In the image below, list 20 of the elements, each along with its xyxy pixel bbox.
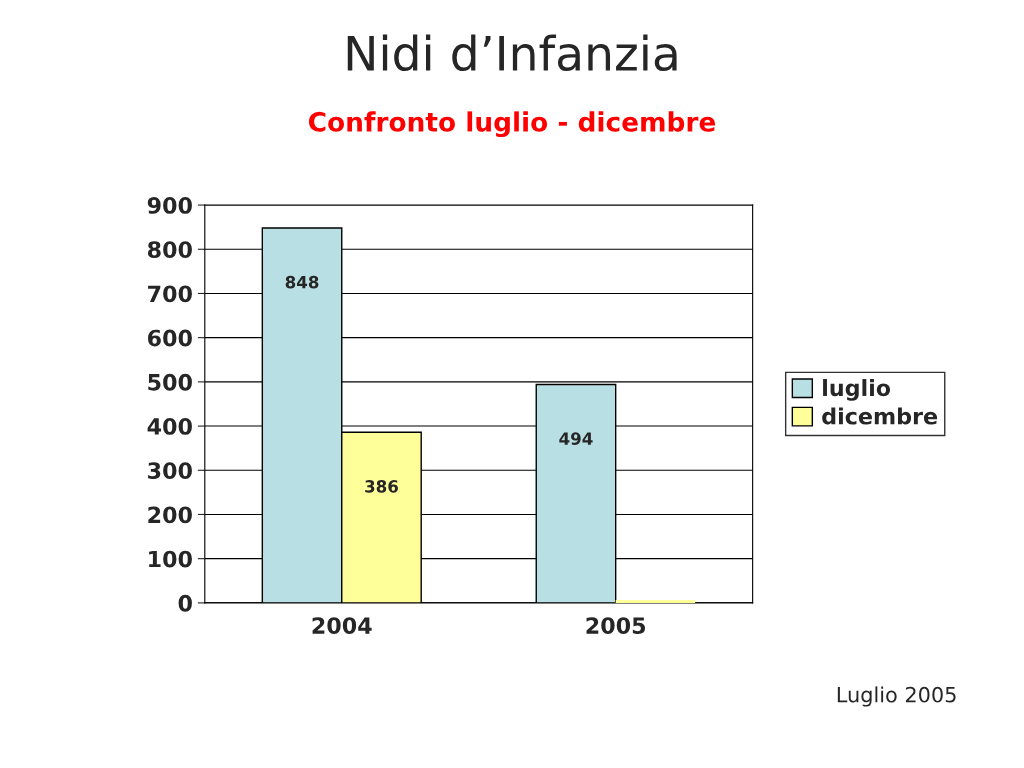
y-tick-label: 900	[147, 197, 192, 214]
legend-label: luglio	[823, 379, 891, 401]
text: Luglio 2005	[837, 686, 956, 707]
y-tick-label: 300	[148, 462, 192, 480]
y-tick-label: 600	[147, 329, 192, 347]
x-tick-label: 2004	[312, 617, 372, 634]
data-label: 848	[285, 275, 319, 289]
y-tick-label: 800	[147, 241, 192, 259]
y-tick-label: 0	[178, 594, 192, 612]
y-tick-label: 100	[149, 550, 192, 568]
chart-title: Nidi d’Infanzia	[347, 34, 677, 72]
y-tick-label: 400	[147, 418, 192, 435]
legend-label: dicembre	[822, 407, 938, 425]
data-label: 386	[365, 480, 398, 493]
x-tick-label: 2005	[586, 617, 646, 634]
y-tick-label: 200	[148, 506, 192, 524]
y-tick-label: 500	[148, 373, 192, 391]
y-tick-label: 700	[148, 285, 192, 303]
chart-subtitle: Confronto luglio - dicembre	[308, 111, 716, 138]
data-label: 494	[559, 432, 593, 445]
